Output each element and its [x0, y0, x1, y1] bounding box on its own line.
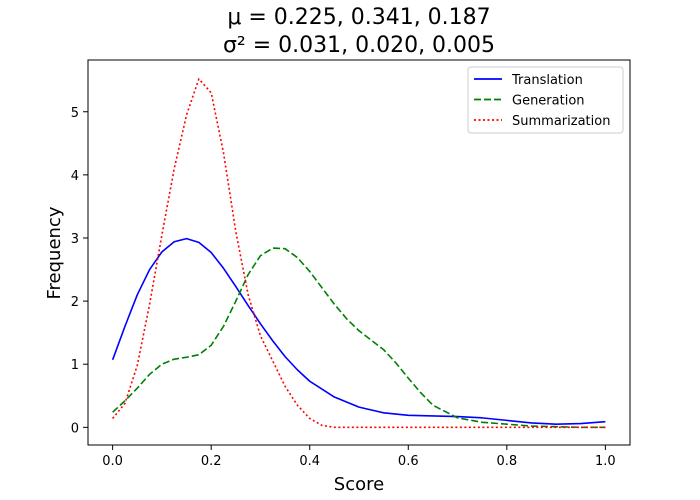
y-tick-label: 3 — [71, 232, 79, 247]
series-line-generation — [112, 247, 606, 429]
y-axis-label: Frequency — [44, 206, 65, 299]
y-tick-label: 2 — [71, 295, 79, 310]
legend: Translation Generation Summarization — [467, 66, 624, 134]
y-tick-label: 4 — [71, 169, 79, 184]
y-tick-label: 0 — [71, 421, 79, 436]
chart-title-line-2: σ² = 0.031, 0.020, 0.005 — [223, 33, 495, 58]
x-tick-label: 1.0 — [595, 454, 616, 469]
x-tick-label: 0.6 — [398, 454, 419, 469]
x-tick-label: 0.0 — [102, 454, 123, 469]
legend-box — [467, 66, 624, 134]
y-tick-label: 1 — [71, 358, 79, 373]
y-axis: 0 1 2 3 4 5 — [71, 106, 88, 436]
x-tick-label: 0.2 — [201, 454, 222, 469]
legend-label-translation: Translation — [511, 73, 583, 88]
x-axis-label: Score — [334, 474, 384, 495]
chart-title-line-1: μ = 0.225, 0.341, 0.187 — [227, 5, 490, 30]
x-axis: 0.0 0.2 0.4 0.6 0.8 1.0 — [102, 445, 616, 469]
y-tick-label: 5 — [71, 106, 79, 121]
x-tick-label: 0.4 — [299, 454, 320, 469]
plot-area — [87, 59, 631, 446]
series-line-translation — [111, 237, 606, 425]
plot-frame — [87, 59, 631, 446]
legend-label-summarization: Summarization — [512, 114, 610, 129]
x-tick-label: 0.8 — [496, 454, 517, 469]
legend-label-generation: Generation — [512, 94, 585, 109]
